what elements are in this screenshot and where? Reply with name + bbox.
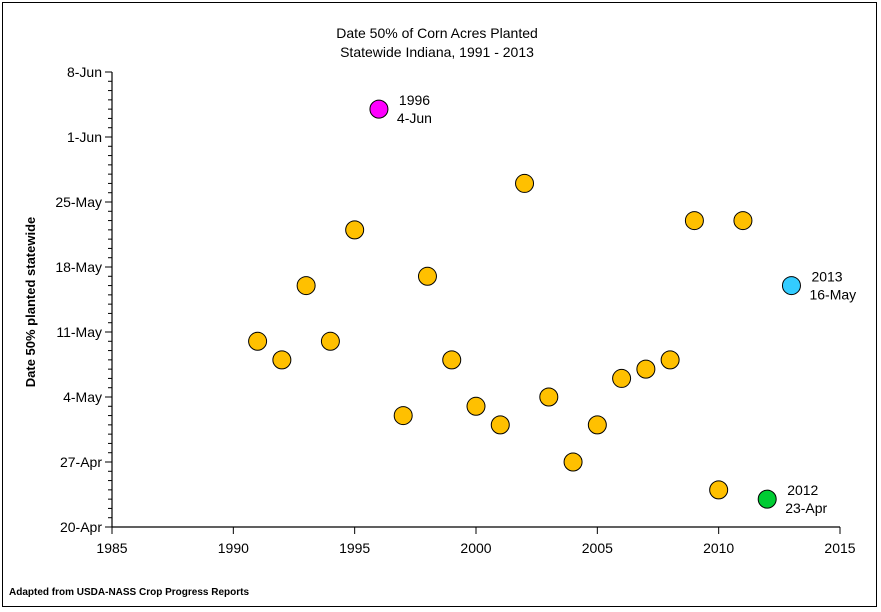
- data-point: [781, 276, 801, 296]
- x-tick-label: 1995: [339, 540, 370, 556]
- x-tick-label: 2010: [703, 540, 734, 556]
- data-point: [733, 211, 753, 231]
- y-tick-label: 27-Apr: [60, 454, 102, 470]
- y-tick-label: 20-Apr: [60, 519, 102, 535]
- data-point: [757, 489, 777, 509]
- x-tick-label: 2015: [824, 540, 855, 556]
- data-point: [369, 99, 389, 119]
- data-point: [612, 368, 632, 388]
- y-axis-label: Date 50% planted statewide: [23, 217, 38, 388]
- x-tick-label: 1990: [218, 540, 249, 556]
- data-point: [466, 396, 486, 416]
- data-point: [417, 266, 437, 286]
- annotation-line: 2013: [811, 269, 842, 285]
- data-point: [636, 359, 656, 379]
- y-tick-label: 18-May: [55, 259, 102, 275]
- data-point: [563, 452, 583, 472]
- annotation-label: 1996 4-Jun: [397, 92, 432, 126]
- y-tick-label: 25-May: [55, 194, 102, 210]
- data-point: [442, 350, 462, 370]
- data-point: [272, 350, 292, 370]
- data-point: [490, 415, 510, 435]
- data-points: [248, 99, 801, 509]
- y-tick-label: 11-May: [56, 324, 102, 340]
- annotation-line: 23-Apr: [785, 500, 827, 516]
- chart-subtitle: Statewide Indiana, 1991 - 2013: [340, 44, 534, 60]
- data-point: [709, 480, 729, 500]
- point-annotations: 1996 4-Jun 2012 23-Apr 2013 16-May: [397, 92, 856, 516]
- data-point: [393, 406, 413, 426]
- x-tick-label: 1985: [96, 540, 127, 556]
- data-point: [684, 211, 704, 231]
- tick-labels: 20-Apr 27-Apr 4-May 11-May 18-May 25-May 1-Jun…: [55, 64, 855, 556]
- data-point: [345, 220, 365, 240]
- data-point: [515, 173, 535, 193]
- annotation-line: 4-Jun: [397, 110, 432, 126]
- annotation-label: 2013 16-May: [809, 269, 856, 303]
- x-tick-label: 2005: [582, 540, 613, 556]
- annotation-label: 2012 23-Apr: [785, 482, 827, 516]
- y-tick-label: 4-May: [63, 389, 102, 405]
- source-note: Adapted from USDA-NASS Crop Progress Rep…: [9, 587, 249, 598]
- x-tick-label: 2000: [460, 540, 491, 556]
- annotation-line: 1996: [399, 92, 430, 108]
- y-tick-label: 1-Jun: [67, 129, 102, 145]
- axes: [105, 71, 841, 534]
- annotation-line: 16-May: [809, 287, 856, 303]
- y-tick-label: 8-Jun: [67, 64, 102, 80]
- data-point: [296, 276, 316, 296]
- data-point: [248, 331, 268, 351]
- annotation-line: 2012: [787, 482, 818, 498]
- data-point: [539, 387, 559, 407]
- data-point: [320, 331, 340, 351]
- chart-title: Date 50% of Corn Acres Planted: [336, 25, 538, 41]
- data-point: [587, 415, 607, 435]
- data-point: [660, 350, 680, 370]
